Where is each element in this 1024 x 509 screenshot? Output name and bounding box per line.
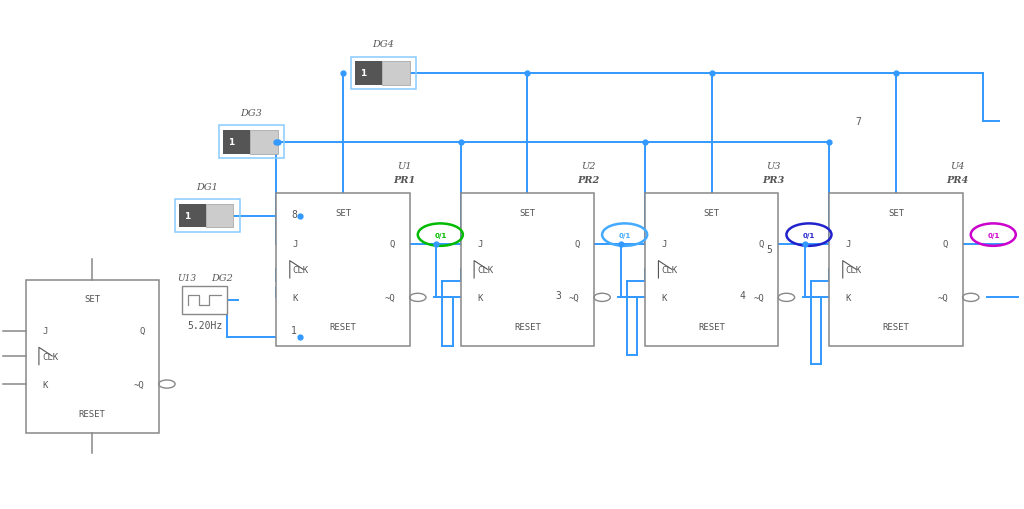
Text: K: K xyxy=(477,293,482,302)
Text: U4: U4 xyxy=(950,161,965,171)
Text: ~Q: ~Q xyxy=(938,293,948,302)
Text: Q: Q xyxy=(139,326,144,335)
Text: ~Q: ~Q xyxy=(134,380,144,389)
Text: 0/1: 0/1 xyxy=(618,232,631,238)
Text: U13: U13 xyxy=(177,273,197,282)
Text: RESET: RESET xyxy=(883,322,909,331)
FancyBboxPatch shape xyxy=(355,62,382,86)
Text: 4: 4 xyxy=(739,290,745,300)
Text: 1: 1 xyxy=(360,69,367,78)
Text: Q: Q xyxy=(943,240,948,249)
Text: PR3: PR3 xyxy=(762,175,784,184)
Text: 5.20Hz: 5.20Hz xyxy=(187,321,222,330)
Text: DG3: DG3 xyxy=(240,109,262,118)
Text: SET: SET xyxy=(703,208,720,217)
FancyBboxPatch shape xyxy=(182,286,227,315)
Text: K: K xyxy=(42,380,47,389)
Text: PR1: PR1 xyxy=(393,175,416,184)
Text: J: J xyxy=(293,240,298,249)
Text: 8: 8 xyxy=(291,210,297,220)
Text: DG1: DG1 xyxy=(196,183,218,192)
Text: RESET: RESET xyxy=(330,322,356,331)
Text: CLK: CLK xyxy=(293,265,309,274)
Text: 1: 1 xyxy=(184,212,190,221)
Text: ~Q: ~Q xyxy=(385,293,395,302)
Text: Q: Q xyxy=(759,240,764,249)
Text: U3: U3 xyxy=(766,161,780,171)
Text: SET: SET xyxy=(84,295,100,304)
Text: PR2: PR2 xyxy=(578,175,600,184)
FancyBboxPatch shape xyxy=(461,193,594,346)
Text: RESET: RESET xyxy=(79,409,105,418)
Text: CLK: CLK xyxy=(846,265,862,274)
Text: PR4: PR4 xyxy=(946,175,969,184)
Text: K: K xyxy=(662,293,667,302)
FancyBboxPatch shape xyxy=(179,205,206,228)
FancyBboxPatch shape xyxy=(206,205,233,228)
Text: 5: 5 xyxy=(766,244,772,254)
Text: 1: 1 xyxy=(291,326,297,336)
Text: K: K xyxy=(293,293,298,302)
Text: ~Q: ~Q xyxy=(569,293,580,302)
Text: U1: U1 xyxy=(397,161,412,171)
FancyBboxPatch shape xyxy=(26,280,159,433)
FancyBboxPatch shape xyxy=(223,131,250,154)
FancyBboxPatch shape xyxy=(829,193,963,346)
Text: K: K xyxy=(846,293,851,302)
Text: DG4: DG4 xyxy=(372,40,394,49)
Text: J: J xyxy=(662,240,667,249)
Text: 7: 7 xyxy=(855,117,861,127)
Text: RESET: RESET xyxy=(514,322,541,331)
Text: 0/1: 0/1 xyxy=(803,232,815,238)
FancyBboxPatch shape xyxy=(382,62,410,86)
FancyBboxPatch shape xyxy=(645,193,778,346)
Text: 1: 1 xyxy=(228,138,234,147)
FancyBboxPatch shape xyxy=(250,131,278,154)
Text: Q: Q xyxy=(574,240,580,249)
Text: ~Q: ~Q xyxy=(754,293,764,302)
Text: 0/1: 0/1 xyxy=(987,232,999,238)
Text: J: J xyxy=(42,326,47,335)
Text: CLK: CLK xyxy=(477,265,494,274)
Text: DG2: DG2 xyxy=(211,273,232,282)
Text: SET: SET xyxy=(335,208,351,217)
Text: J: J xyxy=(477,240,482,249)
Text: Q: Q xyxy=(390,240,395,249)
Text: 0/1: 0/1 xyxy=(434,232,446,238)
Text: U2: U2 xyxy=(582,161,596,171)
FancyBboxPatch shape xyxy=(276,193,410,346)
Text: SET: SET xyxy=(888,208,904,217)
Text: J: J xyxy=(846,240,851,249)
Text: SET: SET xyxy=(519,208,536,217)
Text: 3: 3 xyxy=(555,290,561,300)
Text: CLK: CLK xyxy=(42,352,58,361)
Text: RESET: RESET xyxy=(698,322,725,331)
Text: CLK: CLK xyxy=(662,265,678,274)
